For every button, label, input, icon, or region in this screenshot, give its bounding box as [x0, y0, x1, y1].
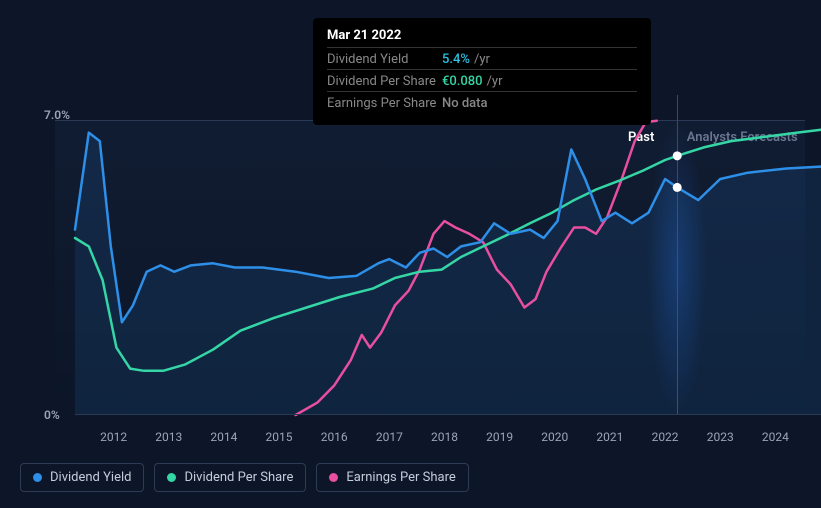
- x-axis-year: 2013: [155, 430, 182, 444]
- x-axis-year: 2024: [762, 430, 789, 444]
- legend-label: Dividend Yield: [50, 470, 131, 485]
- tooltip-row-label: Dividend Per Share: [327, 74, 442, 89]
- tooltip-row-value: No data: [442, 96, 488, 111]
- legend-label: Dividend Per Share: [184, 470, 293, 485]
- tooltip-row-value: 5.4%: [442, 52, 470, 67]
- y-axis-max: 7.0%: [44, 108, 70, 122]
- tooltip-row-unit: /yr: [474, 52, 490, 67]
- x-axis-year: 2017: [376, 430, 403, 444]
- x-axis-year: 2023: [707, 430, 734, 444]
- tooltip-row: Dividend Yield5.4% /yr: [327, 47, 637, 69]
- legend: Dividend Yield Dividend Per Share Earnin…: [20, 463, 469, 492]
- x-axis-ticks: 2012 2013 2014 2015 2016 2017 2018 2019 2020 2021…: [75, 430, 821, 450]
- y-axis-min: 0%: [44, 408, 60, 422]
- tooltip-row-value: €0.080: [442, 74, 483, 89]
- x-axis-year: 2014: [210, 430, 237, 444]
- tooltip-row: Dividend Per Share€0.080/yr: [327, 69, 637, 91]
- x-axis-year: 2015: [266, 430, 293, 444]
- x-axis-year: 2016: [321, 430, 348, 444]
- legend-dividend-per-share[interactable]: Dividend Per Share: [154, 463, 306, 492]
- tooltip-row-label: Dividend Yield: [327, 52, 442, 67]
- tooltip: Mar 21 2022 Dividend Yield5.4%/yrDividen…: [313, 18, 651, 125]
- chart-lines: [75, 120, 821, 415]
- x-axis-year: 2022: [652, 430, 679, 444]
- x-axis-baseline: [75, 414, 821, 415]
- x-axis-year: 2018: [431, 430, 458, 444]
- legend-earnings-per-share[interactable]: Earnings Per Share: [316, 463, 468, 492]
- legend-label: Earnings Per Share: [346, 470, 455, 485]
- x-axis-year: 2020: [541, 430, 568, 444]
- x-axis-year: 2021: [596, 430, 623, 444]
- tooltip-date: Mar 21 2022: [327, 28, 637, 43]
- legend-dot-icon: [329, 473, 338, 482]
- x-axis-year: 2012: [100, 430, 127, 444]
- legend-dot-icon: [33, 473, 42, 482]
- legend-dot-icon: [167, 473, 176, 482]
- tooltip-row-unit: /yr: [487, 74, 503, 89]
- tooltip-row: Earnings Per ShareNo data: [327, 91, 637, 113]
- tooltip-row-label: Earnings Per Share: [327, 96, 442, 111]
- x-axis-year: 2019: [486, 430, 513, 444]
- legend-dividend-yield[interactable]: Dividend Yield: [20, 463, 144, 492]
